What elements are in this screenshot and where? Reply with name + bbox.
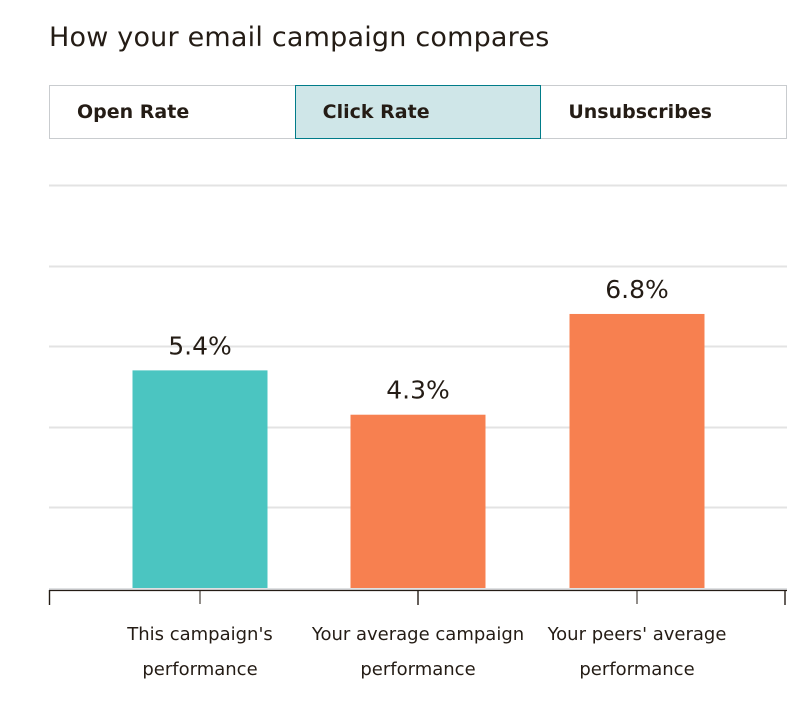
bar-value-label: 5.4% — [168, 331, 232, 360]
chart-title: How your email campaign compares — [49, 22, 550, 53]
category-label-peers-average: Your peers' average performance — [517, 617, 757, 687]
bar — [132, 370, 268, 588]
category-label-your-average: Your average campaign performance — [298, 617, 538, 687]
category-label-line: performance — [142, 659, 258, 680]
category-label-line: performance — [360, 659, 476, 680]
category-label-this-campaign: This campaign's performance — [80, 617, 320, 687]
category-label-line: performance — [579, 659, 695, 680]
category-label-line: Your average campaign — [311, 624, 525, 645]
bar — [350, 414, 486, 588]
tab-unsubscribes[interactable]: Unsubscribes — [540, 85, 787, 139]
bar-value-label: 4.3% — [386, 376, 450, 405]
bar-value-label: 6.8% — [605, 275, 669, 304]
tab-open-rate[interactable]: Open Rate — [49, 85, 296, 139]
metric-tabs: Open Rate Click Rate Unsubscribes — [49, 85, 787, 139]
tab-click-rate[interactable]: Click Rate — [294, 85, 542, 139]
category-label-line: Your peers' average — [547, 624, 727, 645]
category-label-line: This campaign's — [127, 624, 273, 645]
bar — [569, 313, 705, 588]
